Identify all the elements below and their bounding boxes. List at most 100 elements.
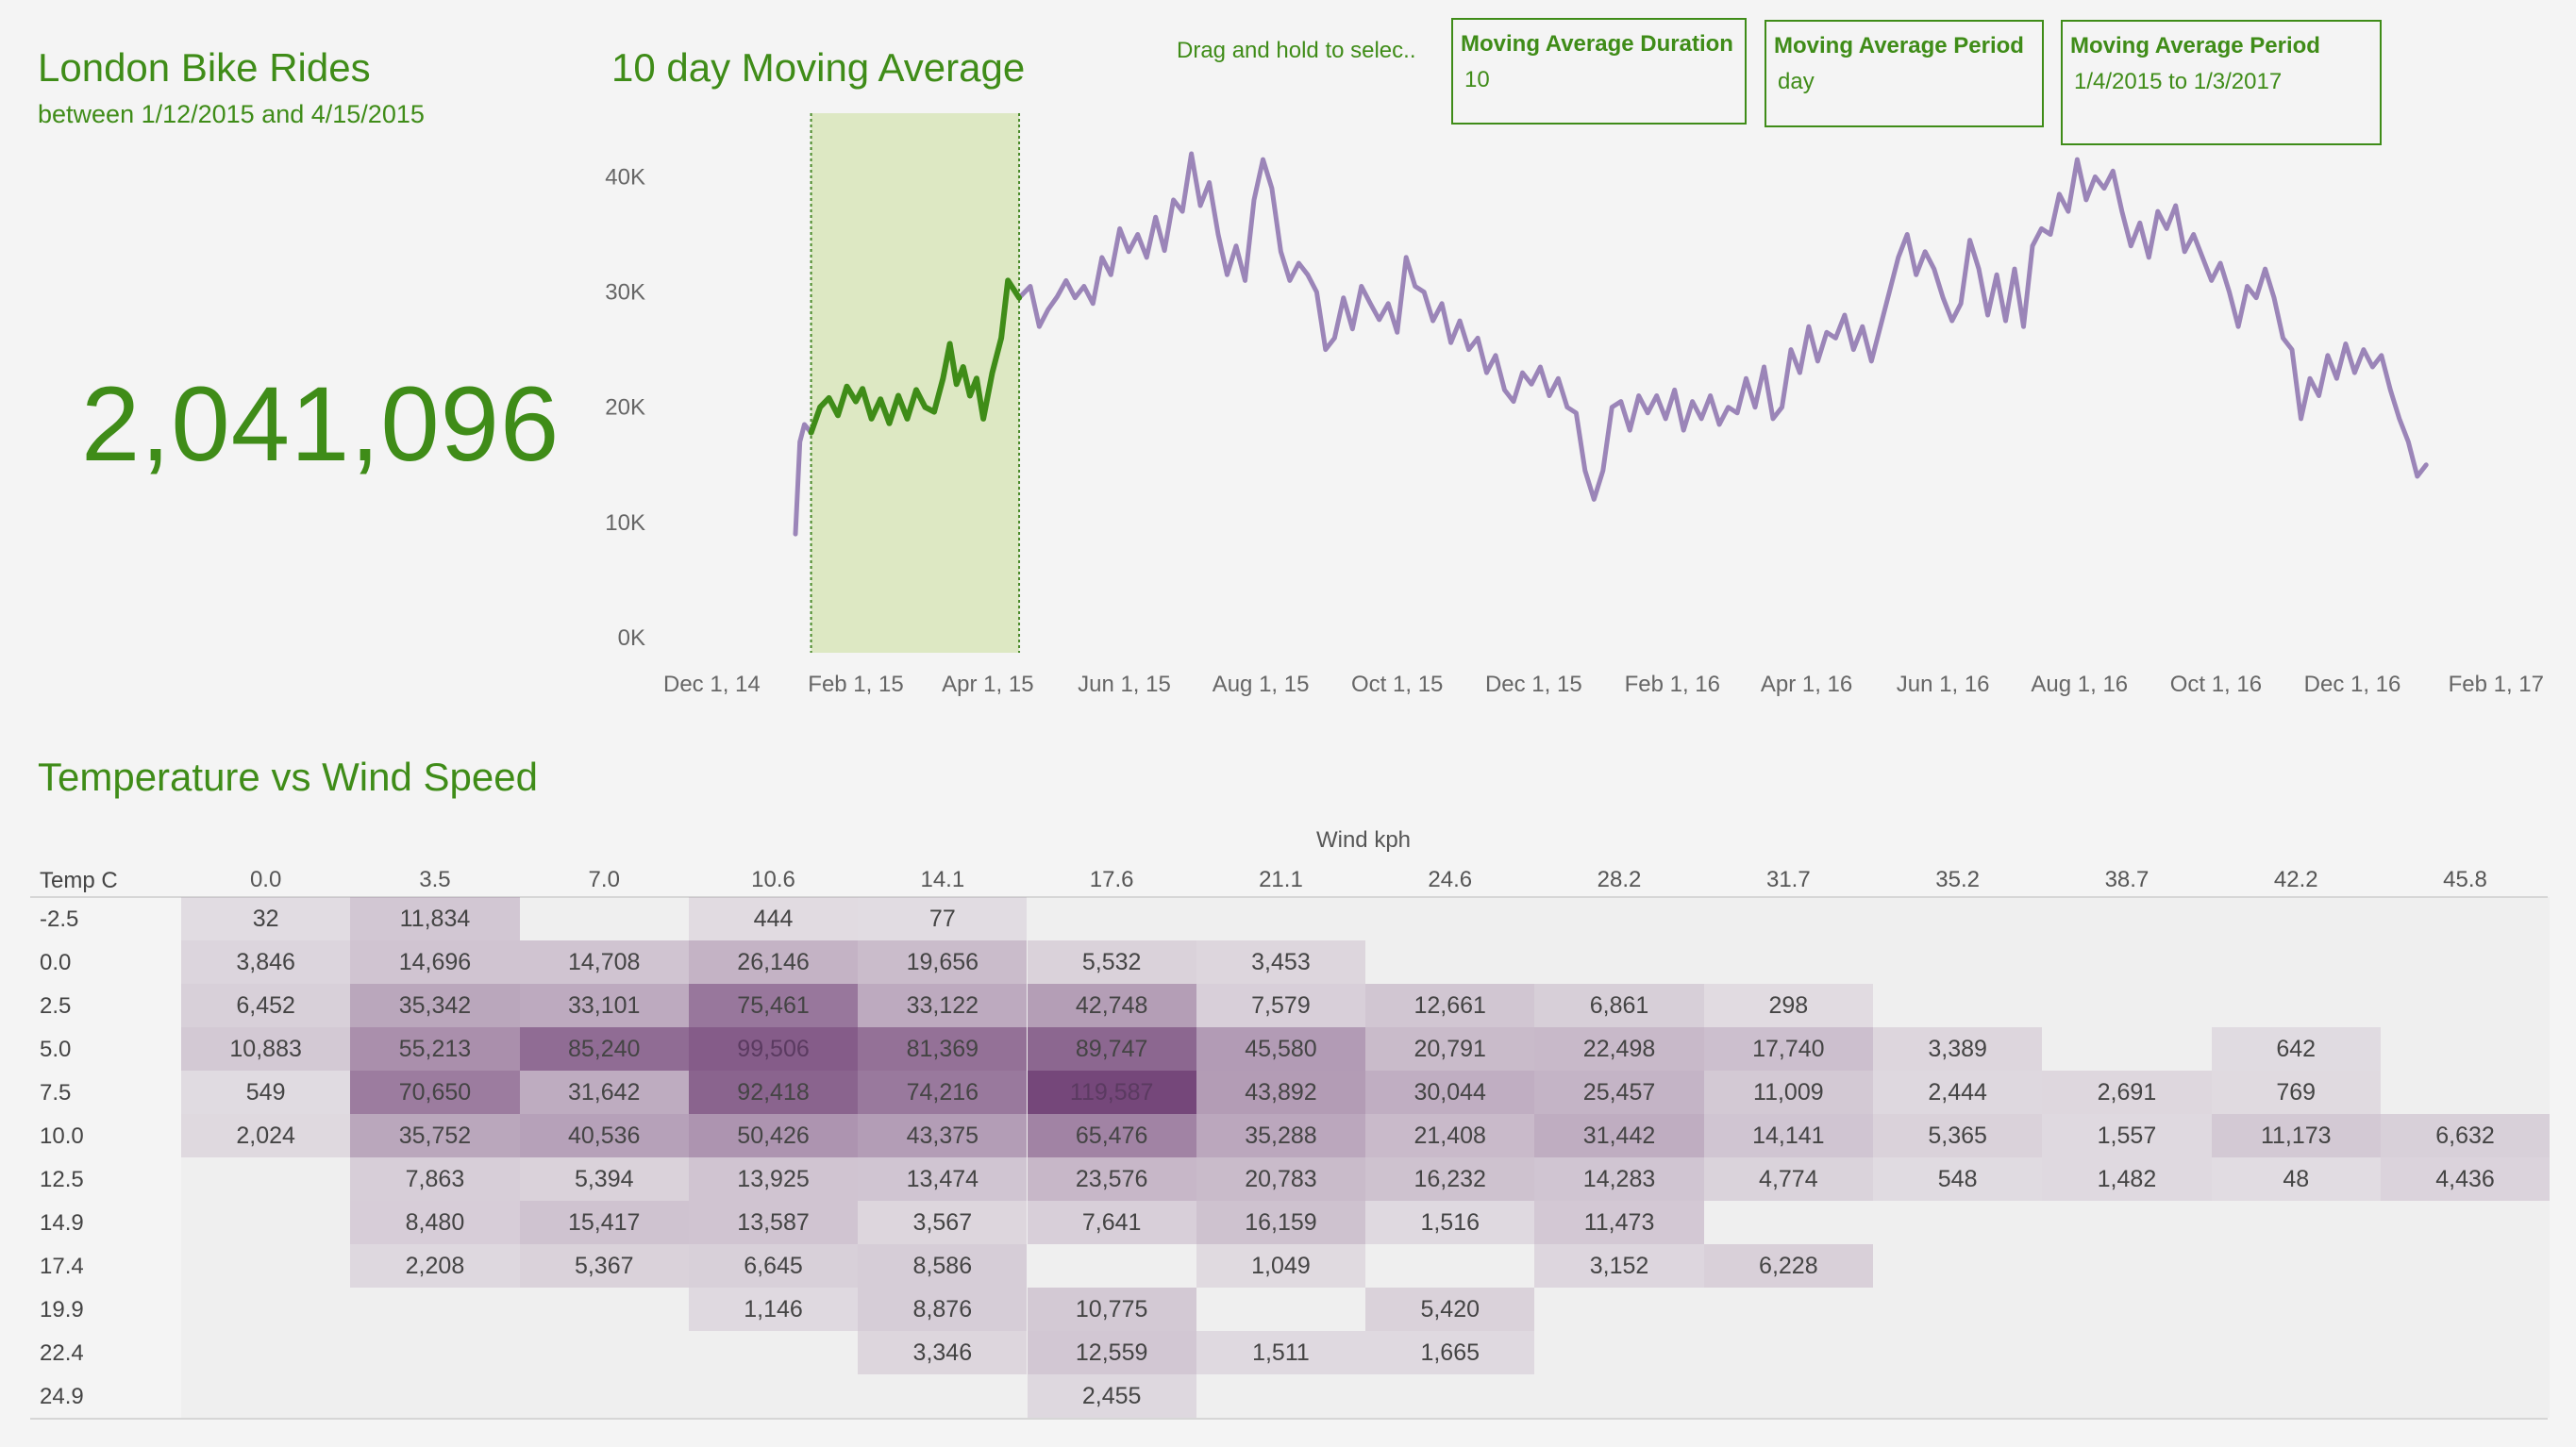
heatmap-cell[interactable] xyxy=(1196,1288,1365,1331)
heatmap-cell[interactable] xyxy=(2042,1288,2211,1331)
heatmap-cell[interactable] xyxy=(181,1331,350,1374)
heatmap-cell[interactable]: 119,587 xyxy=(1027,1071,1196,1114)
heatmap-cell[interactable]: 16,232 xyxy=(1365,1157,1535,1201)
heatmap-cell[interactable]: 48 xyxy=(2211,1157,2381,1201)
heatmap-cell[interactable] xyxy=(350,1288,519,1331)
heatmap-cell[interactable] xyxy=(2212,897,2381,940)
heatmap-cell[interactable]: 13,587 xyxy=(688,1201,859,1244)
heatmap-cell[interactable]: 549 xyxy=(181,1071,351,1114)
heatmap-cell[interactable] xyxy=(1873,1331,2042,1374)
selected-series-line[interactable] xyxy=(808,277,1023,436)
heatmap-cell[interactable]: 3,152 xyxy=(1534,1244,1704,1288)
heatmap-cell[interactable] xyxy=(2212,940,2381,984)
heatmap-cell[interactable] xyxy=(2042,940,2211,984)
heatmap-cell[interactable]: 43,375 xyxy=(858,1114,1028,1157)
heatmap-cell[interactable] xyxy=(1365,940,1534,984)
heatmap-cell[interactable] xyxy=(1704,1374,1873,1418)
duration-filter[interactable]: Moving Average Duration 10 xyxy=(1451,18,1747,125)
heatmap-cell[interactable] xyxy=(520,1288,689,1331)
heatmap-cell[interactable] xyxy=(2212,1244,2381,1288)
heatmap-cell[interactable]: 20,783 xyxy=(1196,1157,1366,1201)
heatmap-cell[interactable]: 11,473 xyxy=(1534,1201,1704,1244)
heatmap-cell[interactable] xyxy=(858,1374,1027,1418)
heatmap-cell[interactable]: 31,642 xyxy=(519,1071,689,1114)
heatmap-cell[interactable] xyxy=(2212,1288,2381,1331)
heatmap-cell[interactable] xyxy=(2381,1288,2550,1331)
heatmap-cell[interactable]: 65,476 xyxy=(1027,1114,1196,1157)
heatmap-cell[interactable]: 89,747 xyxy=(1027,1027,1196,1071)
period-range-filter[interactable]: Moving Average Period 1/4/2015 to 1/3/20… xyxy=(2061,20,2382,145)
heatmap-cell[interactable]: 3,346 xyxy=(858,1331,1028,1374)
heatmap-cell[interactable] xyxy=(2381,984,2550,1027)
heatmap-cell[interactable] xyxy=(2042,984,2211,1027)
moving-average-chart[interactable]: 0K 10K 20K 30K 40K Dec 1, 14 Feb 1, 15 Apr 1, 1… xyxy=(0,0,2576,736)
heatmap-cell[interactable] xyxy=(1873,897,2042,940)
heatmap-cell[interactable] xyxy=(2042,897,2211,940)
heatmap-cell[interactable]: 70,650 xyxy=(350,1071,520,1114)
heatmap-cell[interactable]: 92,418 xyxy=(688,1071,859,1114)
heatmap-cell[interactable]: 4,774 xyxy=(1703,1157,1873,1201)
heatmap-cell[interactable]: 35,288 xyxy=(1196,1114,1366,1157)
filter-value[interactable]: day xyxy=(1778,69,1815,94)
heatmap-cell[interactable]: 444 xyxy=(688,897,859,940)
heatmap-cell[interactable]: 17,740 xyxy=(1703,1027,1873,1071)
heatmap-cell[interactable] xyxy=(1196,1374,1365,1418)
heatmap-cell[interactable]: 1,482 xyxy=(2042,1157,2212,1201)
heatmap-cell[interactable]: 55,213 xyxy=(350,1027,520,1071)
heatmap-cell[interactable] xyxy=(1873,984,2042,1027)
selection-band[interactable] xyxy=(811,113,1020,653)
heatmap-cell[interactable] xyxy=(1028,897,1196,940)
heatmap-cell[interactable]: 81,369 xyxy=(858,1027,1028,1071)
heatmap-cell[interactable]: 11,173 xyxy=(2211,1114,2381,1157)
heatmap-cell[interactable]: 1,516 xyxy=(1365,1201,1535,1244)
heatmap-cell[interactable]: 5,532 xyxy=(1027,940,1196,984)
period-unit-filter[interactable]: Moving Average Period day xyxy=(1765,20,2044,127)
heatmap-cell[interactable] xyxy=(689,1374,858,1418)
heatmap-cell[interactable] xyxy=(2212,1374,2381,1418)
heatmap-cell[interactable]: 7,863 xyxy=(350,1157,520,1201)
series-line[interactable] xyxy=(793,151,2429,537)
heatmap-cell[interactable]: 13,474 xyxy=(858,1157,1028,1201)
heatmap-cell[interactable] xyxy=(1534,940,1703,984)
heatmap-cell[interactable]: 7,641 xyxy=(1027,1201,1196,1244)
heatmap-cell[interactable]: 32 xyxy=(181,897,351,940)
heatmap-cell[interactable]: 14,696 xyxy=(350,940,520,984)
heatmap-cell[interactable]: 1,557 xyxy=(2042,1114,2212,1157)
heatmap-cell[interactable] xyxy=(2381,1374,2550,1418)
heatmap-cell[interactable]: 1,665 xyxy=(1365,1331,1535,1374)
heatmap-cell[interactable] xyxy=(181,1157,350,1201)
heatmap-cell[interactable] xyxy=(1704,1288,1873,1331)
heatmap-cell[interactable]: 14,141 xyxy=(1703,1114,1873,1157)
heatmap-cell[interactable]: 43,892 xyxy=(1196,1071,1366,1114)
heatmap-cell[interactable]: 74,216 xyxy=(858,1071,1028,1114)
heatmap-cell[interactable] xyxy=(2212,1201,2381,1244)
heatmap-cell[interactable]: 40,536 xyxy=(519,1114,689,1157)
heatmap-cell[interactable] xyxy=(1873,1288,2042,1331)
heatmap-cell[interactable] xyxy=(2381,1244,2550,1288)
heatmap-cell[interactable] xyxy=(1365,1244,1534,1288)
heatmap-cell[interactable]: 35,342 xyxy=(350,984,520,1027)
heatmap-cell[interactable]: 22,498 xyxy=(1534,1027,1704,1071)
heatmap-cell[interactable]: 3,389 xyxy=(1873,1027,2043,1071)
heatmap-cell[interactable]: 50,426 xyxy=(688,1114,859,1157)
heatmap-cell[interactable]: 3,567 xyxy=(858,1201,1028,1244)
heatmap-cell[interactable]: 5,365 xyxy=(1873,1114,2043,1157)
heatmap-cell[interactable]: 4,436 xyxy=(2380,1157,2551,1201)
heatmap-cell[interactable]: 33,101 xyxy=(519,984,689,1027)
heatmap-cell[interactable]: 3,453 xyxy=(1196,940,1366,984)
heatmap-cell[interactable]: 5,420 xyxy=(1365,1288,1535,1331)
heatmap-cell[interactable] xyxy=(1873,940,2042,984)
heatmap-cell[interactable]: 14,708 xyxy=(519,940,689,984)
heatmap-cell[interactable] xyxy=(520,897,689,940)
heatmap-cell[interactable] xyxy=(2381,1027,2550,1071)
heatmap-cell[interactable] xyxy=(520,1374,689,1418)
heatmap-cell[interactable] xyxy=(181,1244,350,1288)
heatmap-cell[interactable]: 6,228 xyxy=(1703,1244,1873,1288)
heatmap-cell[interactable]: 6,632 xyxy=(2380,1114,2551,1157)
heatmap-cell[interactable] xyxy=(2212,1331,2381,1374)
heatmap-cell[interactable]: 10,883 xyxy=(181,1027,351,1071)
heatmap-cell[interactable] xyxy=(2042,1201,2211,1244)
heatmap-cell[interactable]: 1,511 xyxy=(1196,1331,1366,1374)
heatmap-cell[interactable]: 15,417 xyxy=(519,1201,689,1244)
heatmap-cell[interactable]: 7,579 xyxy=(1196,984,1366,1027)
